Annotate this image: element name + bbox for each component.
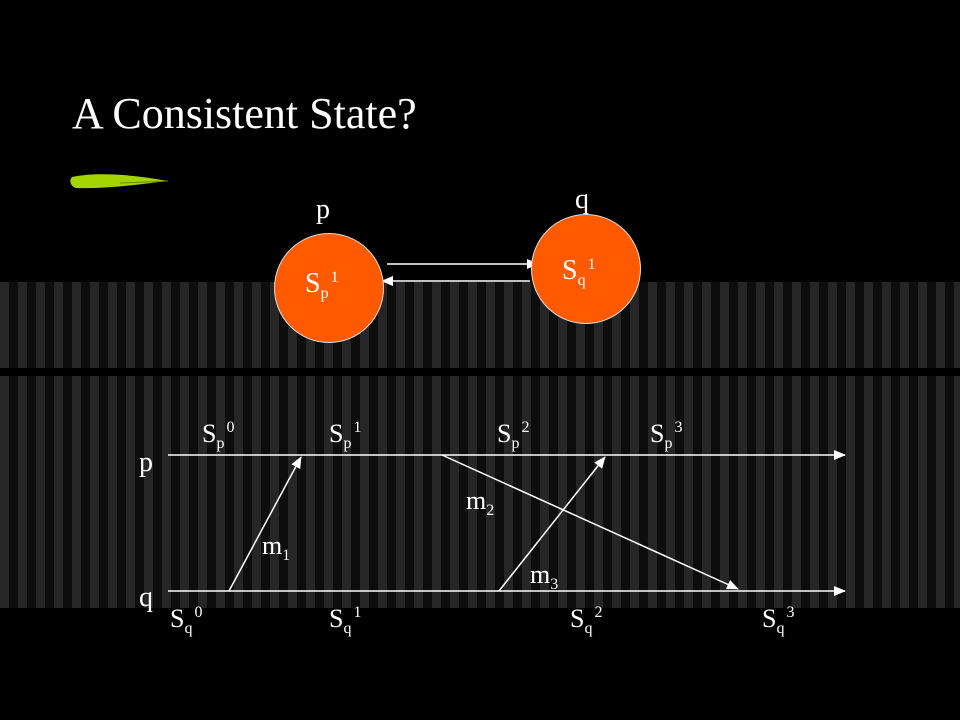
node-p-state: Sp1	[274, 233, 384, 343]
timeline-process-p-label: p	[139, 447, 153, 478]
message-m1-arrow	[228, 456, 302, 592]
message-m2-label: m2	[466, 486, 495, 519]
message-m3-label: m3	[530, 560, 559, 593]
state-p3-label: Sp3	[650, 419, 683, 452]
state-p0-label: Sp0	[202, 419, 235, 452]
message-m3-arrow	[498, 456, 606, 592]
message-m2-arrow	[441, 454, 739, 590]
node-p-state-label: Sp1	[305, 268, 339, 302]
timeline-process-q-label: q	[139, 582, 153, 613]
state-q0-label: Sq0	[170, 604, 203, 637]
state-p1-label: Sp1	[329, 419, 362, 452]
accent-brush-stroke	[70, 174, 169, 189]
background-stripe-upper	[0, 282, 960, 368]
background-stripe-lower	[0, 376, 960, 608]
state-q3-label: Sq3	[762, 604, 795, 637]
message-m1-label: m1	[262, 531, 291, 564]
top-process-q-label: q	[575, 184, 589, 215]
state-q1-label: Sq1	[329, 604, 362, 637]
node-q-state-label: Sq1	[562, 255, 596, 289]
node-q-state: Sq1	[531, 214, 641, 324]
state-q2-label: Sq2	[570, 604, 603, 637]
state-p2-label: Sp2	[497, 419, 530, 452]
top-process-p-label: p	[316, 194, 330, 225]
slide-title: A Consistent State?	[72, 89, 417, 138]
